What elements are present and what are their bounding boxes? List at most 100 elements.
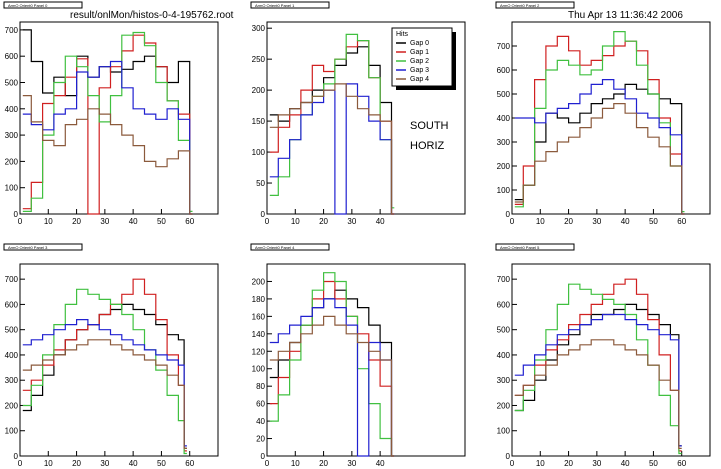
x-tick-label: 0 xyxy=(265,217,270,226)
y-tick-label: 700 xyxy=(497,42,511,51)
x-tick-label: 50 xyxy=(649,217,658,226)
y-tick-label: 300 xyxy=(497,376,511,385)
y-tick-label: 100 xyxy=(5,427,19,436)
series-gap-3 xyxy=(514,79,685,215)
side-label-horiz: HORIZ xyxy=(410,140,445,152)
x-tick-label: 0 xyxy=(18,459,23,468)
panel-title-box xyxy=(3,243,83,251)
x-tick-label: 60 xyxy=(677,217,686,226)
y-tick-label: 180 xyxy=(252,295,266,304)
y-tick-label: 150 xyxy=(252,117,266,126)
x-tick-label: 40 xyxy=(129,459,138,468)
panel-title: ArmO Orient0 Panel 4 xyxy=(255,245,295,250)
y-tick-label: 80 xyxy=(256,382,265,391)
x-tick-label: 50 xyxy=(157,459,166,468)
y-tick-label: 600 xyxy=(5,300,19,309)
series-gap-4 xyxy=(22,95,193,215)
y-tick-label: 0 xyxy=(261,452,266,461)
y-tick-label: 0 xyxy=(14,452,19,461)
y-tick-label: 200 xyxy=(252,277,266,286)
series-gap-3 xyxy=(22,319,187,447)
x-tick-label: 10 xyxy=(291,459,300,468)
series-gap-4 xyxy=(514,103,685,215)
series-gap-1 xyxy=(22,278,187,452)
timestamp: Thu Apr 13 11:36:42 2006 xyxy=(568,10,683,21)
y-tick-label: 100 xyxy=(252,365,266,374)
series-gap-3 xyxy=(22,60,193,215)
series-gap-4 xyxy=(514,339,682,449)
y-tick-label: 160 xyxy=(252,312,266,321)
x-tick-label: 30 xyxy=(347,217,356,226)
y-tick-label: 600 xyxy=(5,52,19,61)
y-tick-label: 200 xyxy=(497,162,511,171)
side-label-south: SOUTH xyxy=(410,120,449,132)
x-tick-label: 20 xyxy=(319,459,328,468)
x-tick-label: 10 xyxy=(44,459,53,468)
y-tick-label: 700 xyxy=(497,275,511,284)
legend-box xyxy=(391,27,453,87)
panel-frame xyxy=(19,21,219,215)
y-tick-label: 700 xyxy=(5,275,19,284)
y-tick-label: 50 xyxy=(256,179,265,188)
x-tick-label: 60 xyxy=(185,459,194,468)
y-tick-label: 0 xyxy=(14,210,19,219)
panel-title: ArmO Orient0 Panel 2 xyxy=(500,3,540,8)
x-tick-label: 20 xyxy=(72,459,81,468)
series-gap-2 xyxy=(22,288,187,455)
panel-title: ArmO Orient0 Panel 0 xyxy=(8,3,48,8)
y-tick-label: 0 xyxy=(261,210,266,219)
panel-title-box xyxy=(495,1,575,9)
x-tick-label: 30 xyxy=(592,459,601,468)
x-tick-label: 40 xyxy=(621,217,630,226)
y-tick-label: 20 xyxy=(256,435,265,444)
y-tick-label: 500 xyxy=(497,326,511,335)
series-gap-3 xyxy=(269,298,395,457)
x-tick-label: 40 xyxy=(376,217,385,226)
legend-entry: Gap 1 xyxy=(410,49,429,56)
series-gap-3 xyxy=(514,313,682,447)
y-tick-label: 200 xyxy=(497,401,511,410)
legend-title: Hits xyxy=(396,31,409,38)
y-tick-label: 100 xyxy=(252,148,266,157)
panel-title-box xyxy=(495,243,575,251)
y-tick-label: 200 xyxy=(5,157,19,166)
x-tick-label: 60 xyxy=(185,217,194,226)
y-tick-label: 500 xyxy=(497,90,511,99)
panel-title: ArmO Orient0 Panel 3 xyxy=(8,245,48,250)
y-tick-label: 700 xyxy=(5,26,19,35)
legend-entry: Gap 4 xyxy=(410,76,429,83)
legend-entry: Gap 2 xyxy=(410,58,429,65)
x-tick-label: 40 xyxy=(376,459,385,468)
y-tick-label: 300 xyxy=(252,24,266,33)
y-tick-label: 300 xyxy=(497,138,511,147)
file-title: result/onlMon/histos-0-4-195762.root xyxy=(70,10,234,21)
x-tick-label: 50 xyxy=(649,459,658,468)
x-tick-label: 50 xyxy=(157,217,166,226)
panel-title-box xyxy=(3,1,83,9)
y-tick-label: 400 xyxy=(5,351,19,360)
y-tick-label: 300 xyxy=(5,376,19,385)
x-tick-label: 40 xyxy=(129,217,138,226)
y-tick-label: 400 xyxy=(497,351,511,360)
y-tick-label: 600 xyxy=(497,66,511,75)
panel-title-box xyxy=(250,1,330,9)
y-tick-label: 200 xyxy=(252,86,266,95)
legend-entry: Gap 3 xyxy=(410,67,429,74)
x-tick-label: 0 xyxy=(18,217,23,226)
x-tick-label: 0 xyxy=(265,459,270,468)
panel-title-box xyxy=(250,243,330,251)
x-tick-label: 30 xyxy=(347,459,356,468)
x-tick-label: 10 xyxy=(291,217,300,226)
x-tick-label: 40 xyxy=(621,459,630,468)
y-tick-label: 120 xyxy=(252,347,266,356)
panel-title: ArmO Orient0 Panel 5 xyxy=(500,245,540,250)
x-tick-label: 20 xyxy=(72,217,81,226)
x-tick-label: 20 xyxy=(564,217,573,226)
y-tick-label: 250 xyxy=(252,55,266,64)
series-gap-3 xyxy=(269,83,395,215)
series-gap-4 xyxy=(22,339,187,449)
y-tick-label: 500 xyxy=(5,326,19,335)
panel-frame xyxy=(511,21,711,215)
y-tick-label: 400 xyxy=(497,114,511,123)
